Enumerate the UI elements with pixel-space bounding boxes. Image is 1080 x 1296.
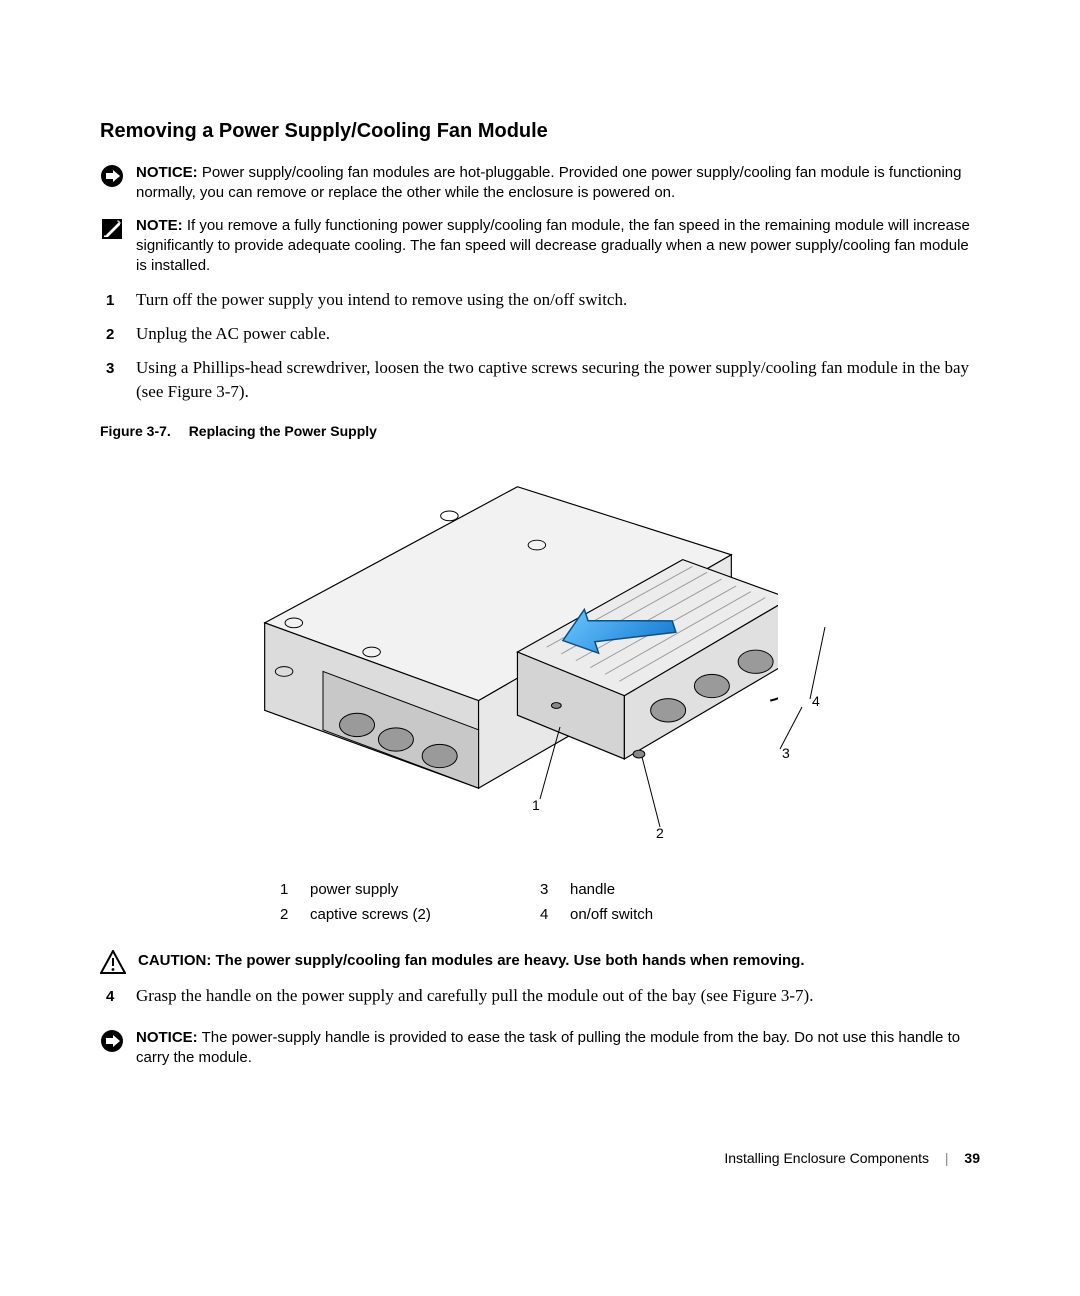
caution-icon bbox=[100, 950, 126, 974]
notice-icon bbox=[100, 1029, 124, 1053]
note-callout: NOTE: If you remove a fully functioning … bbox=[100, 216, 980, 277]
legend-num-3: 3 bbox=[540, 881, 570, 898]
note-label: NOTE: bbox=[136, 217, 183, 234]
step-1: Turn off the power supply you intend to … bbox=[100, 288, 980, 312]
footer-separator: | bbox=[945, 1150, 949, 1166]
legend-num-2: 2 bbox=[280, 906, 310, 923]
steps-list-a: Turn off the power supply you intend to … bbox=[100, 288, 980, 403]
callout-lines bbox=[210, 447, 870, 867]
notice-text-1: NOTICE: Power supply/cooling fan modules… bbox=[136, 163, 980, 204]
step-4: Grasp the handle on the power supply and… bbox=[100, 984, 980, 1008]
notice-label: NOTICE: bbox=[136, 164, 198, 181]
notice-body: Power supply/cooling fan modules are hot… bbox=[136, 164, 961, 201]
callout-pin-3: 3 bbox=[782, 745, 790, 761]
caution-body: The power supply/cooling fan modules are… bbox=[216, 952, 805, 969]
legend-label-2: captive screws (2) bbox=[310, 906, 540, 923]
callout-pin-4: 4 bbox=[812, 693, 820, 709]
notice-body: The power-supply handle is provided to e… bbox=[136, 1029, 960, 1066]
legend-label-1: power supply bbox=[310, 881, 540, 898]
step-2: Unplug the AC power cable. bbox=[100, 322, 980, 346]
figure-caption: Figure 3-7. Replacing the Power Supply bbox=[100, 423, 980, 439]
section-heading: Removing a Power Supply/Cooling Fan Modu… bbox=[100, 120, 980, 143]
figure-title: Replacing the Power Supply bbox=[189, 423, 377, 439]
notice-callout-2: NOTICE: The power-supply handle is provi… bbox=[100, 1028, 980, 1069]
figure-number: Figure 3-7. bbox=[100, 423, 171, 439]
figure-illustration: 1 2 3 4 bbox=[210, 447, 870, 867]
notice-text-2: NOTICE: The power-supply handle is provi… bbox=[136, 1028, 980, 1069]
callout-pin-1: 1 bbox=[532, 797, 540, 813]
legend-num-4: 4 bbox=[540, 906, 570, 923]
steps-list-b: Grasp the handle on the power supply and… bbox=[100, 984, 980, 1008]
note-icon bbox=[100, 217, 124, 241]
note-text: NOTE: If you remove a fully functioning … bbox=[136, 216, 980, 277]
caution-text: CAUTION: The power supply/cooling fan mo… bbox=[138, 949, 805, 969]
notice-icon bbox=[100, 164, 124, 188]
note-body: If you remove a fully functioning power … bbox=[136, 217, 970, 275]
legend-label-3: handle bbox=[570, 881, 800, 898]
legend-num-1: 1 bbox=[280, 881, 310, 898]
step-3: Using a Phillips-head screwdriver, loose… bbox=[100, 356, 980, 404]
caution-callout: CAUTION: The power supply/cooling fan mo… bbox=[100, 949, 980, 974]
legend-label-4: on/off switch bbox=[570, 906, 800, 923]
caution-label: CAUTION: bbox=[138, 952, 216, 969]
notice-callout-1: NOTICE: Power supply/cooling fan modules… bbox=[100, 163, 980, 204]
footer-page-number: 39 bbox=[964, 1150, 980, 1166]
figure-legend: 1 power supply 3 handle 2 captive screws… bbox=[280, 881, 800, 923]
notice-label: NOTICE: bbox=[136, 1029, 198, 1046]
page-footer: Installing Enclosure Components | 39 bbox=[724, 1150, 980, 1166]
callout-pin-2: 2 bbox=[656, 825, 664, 841]
footer-section-title: Installing Enclosure Components bbox=[724, 1150, 929, 1166]
